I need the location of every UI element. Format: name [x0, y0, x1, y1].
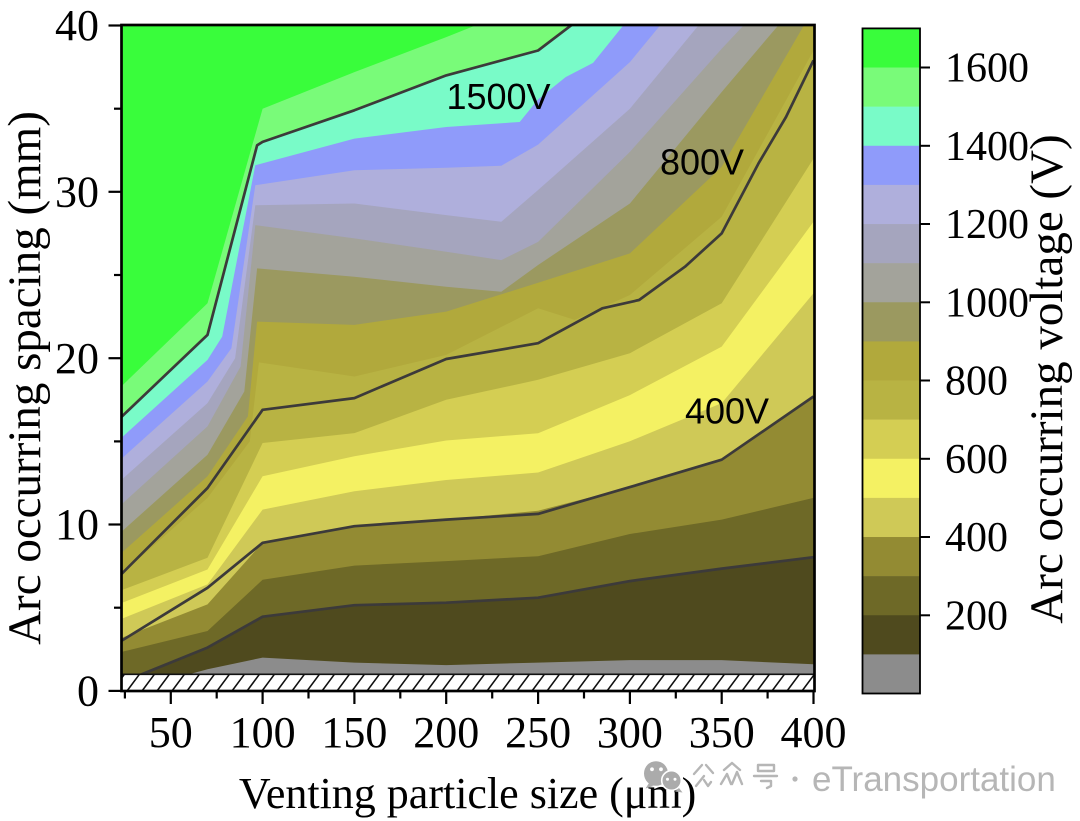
svg-text:600: 600 [945, 437, 1008, 483]
svg-text:40: 40 [55, 1, 99, 50]
svg-text:50: 50 [149, 708, 193, 757]
svg-text:300: 300 [597, 708, 663, 757]
svg-text:Venting particle size (μm): Venting particle size (μm) [239, 769, 696, 818]
svg-text:30: 30 [55, 167, 99, 216]
svg-text:1200: 1200 [945, 202, 1029, 248]
svg-text:400: 400 [781, 708, 847, 757]
svg-text:1500V: 1500V [446, 76, 550, 117]
svg-text:200: 200 [945, 593, 1008, 639]
svg-text:1000: 1000 [945, 280, 1029, 326]
svg-text:eTransportation: eTransportation [812, 760, 1056, 799]
svg-text:800V: 800V [660, 142, 744, 183]
svg-text:200: 200 [413, 708, 479, 757]
svg-text:350: 350 [689, 708, 755, 757]
svg-text:10: 10 [55, 500, 99, 549]
svg-text:250: 250 [505, 708, 571, 757]
svg-text:400V: 400V [685, 391, 769, 432]
svg-text:800: 800 [945, 359, 1008, 405]
svg-text:400: 400 [945, 515, 1008, 561]
svg-text:150: 150 [321, 708, 387, 757]
svg-text:100: 100 [230, 708, 296, 757]
svg-text:Arc occurring voltage (V): Arc occurring voltage (V) [1021, 134, 1073, 623]
svg-text:0: 0 [77, 667, 99, 716]
svg-text:20: 20 [55, 334, 99, 383]
svg-text:Arc occurring spacing (mm): Arc occurring spacing (mm) [0, 111, 51, 645]
svg-text:1600: 1600 [945, 46, 1029, 92]
svg-text:1400: 1400 [945, 124, 1029, 170]
